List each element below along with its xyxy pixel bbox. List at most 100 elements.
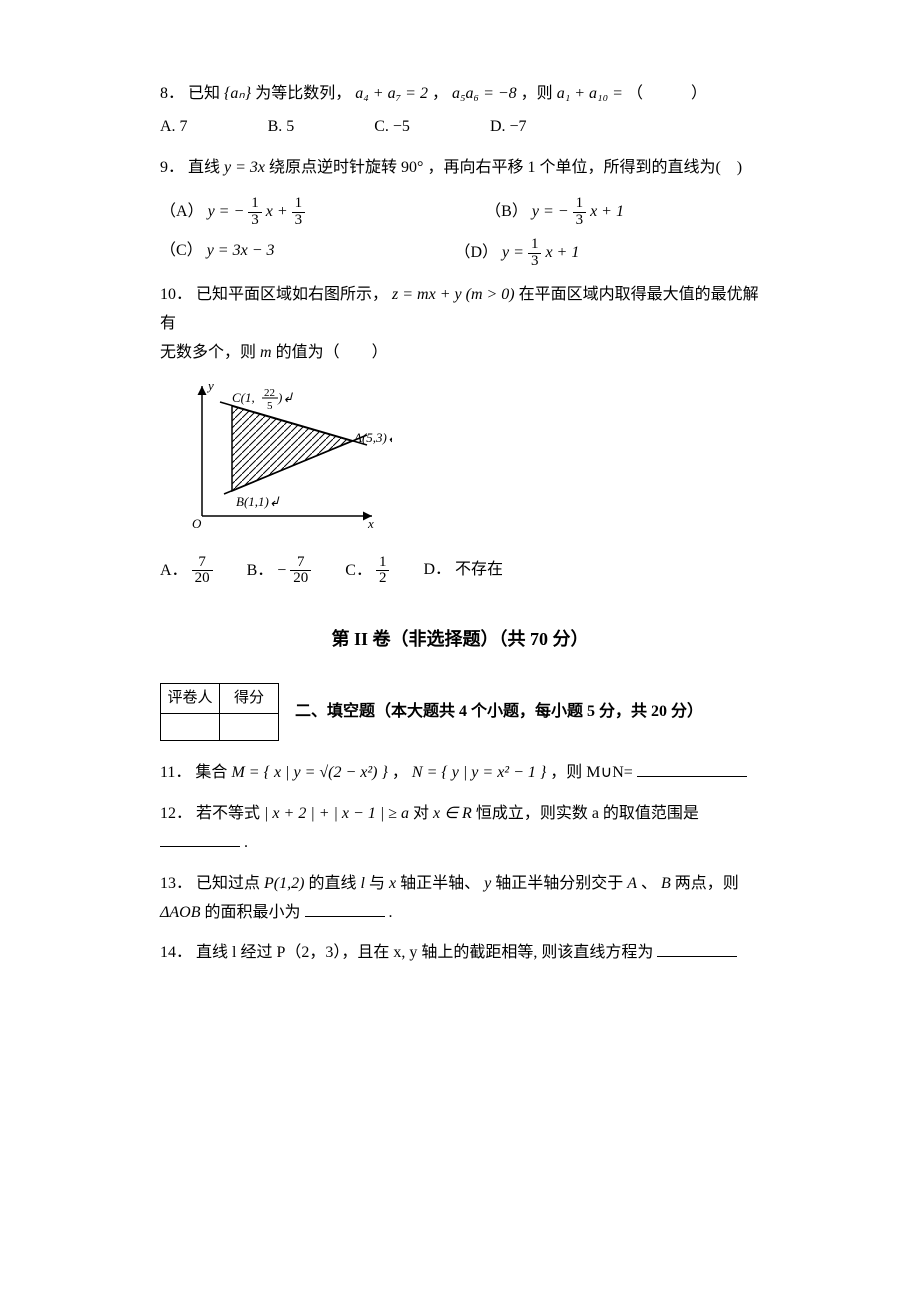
q13-B: B xyxy=(661,875,671,892)
q13-l: l xyxy=(360,875,364,892)
score-h2: 得分 xyxy=(220,684,279,714)
q13-t7: 的面积最小为 xyxy=(205,904,301,921)
q11-number: 11． xyxy=(160,764,191,781)
q10-b-label: B． xyxy=(247,562,274,579)
point-a-label: A(5,3)↲ xyxy=(353,430,392,445)
score-h1: 评卷人 xyxy=(161,684,220,714)
q12-ineq: | x + 2 | + | x − 1 | ≥ a xyxy=(264,805,409,822)
point-c-frac-n: 22 xyxy=(264,387,275,399)
q10-opt-d: D． 不存在 xyxy=(423,556,503,585)
q10-eq: z = mx + y (m > 0) xyxy=(392,286,515,303)
q10-options: A． 720 B． − 720 C． 12 D． 不存在 xyxy=(160,555,760,588)
q9-c-label: （C） xyxy=(160,242,203,259)
q9-t2: 绕原点逆时针旋转 xyxy=(269,159,397,176)
section-2-header: 评卷人 得分 二、填空题（本大题共 4 个小题，每小题 5 分，共 20 分） xyxy=(160,683,760,741)
q9-t1: 直线 xyxy=(188,159,220,176)
q9-d-fn: 1 xyxy=(528,237,542,254)
q10-number: 10． xyxy=(160,286,192,303)
q8-opt-b: B. 5 xyxy=(268,113,295,142)
question-9: 9． 直线 y = 3x 绕原点逆时针旋转 90° ，再向右平移 1 个单位，所… xyxy=(160,154,760,270)
q11-comma: ， xyxy=(392,764,408,781)
q13-number: 13． xyxy=(160,875,192,892)
q9-a-pre: y = − xyxy=(208,203,245,220)
question-13: 13． 已知过点 P(1,2) 的直线 l 与 x 轴正半轴、 y 轴正半轴分别… xyxy=(160,870,760,928)
q9-deg: 90° xyxy=(401,159,423,176)
q10-c-d: 2 xyxy=(376,571,390,587)
q13-t4: 轴正半轴、 xyxy=(400,875,480,892)
q9-c-eq: y = 3x − 3 xyxy=(207,242,275,259)
q12-t1: 若不等式 xyxy=(196,805,260,822)
q14-blank xyxy=(657,940,737,957)
q11-rad: √(2 − x²) xyxy=(319,759,377,788)
q10-c-label: C． xyxy=(345,562,372,579)
q10-b-d: 20 xyxy=(290,571,311,587)
y-axis-label: y xyxy=(206,378,214,393)
q13-A: A xyxy=(627,875,637,892)
question-10: 10． 已知平面区域如右图所示， z = mx + y (m > 0) 在平面区… xyxy=(160,281,760,587)
q9-a-f2n: 1 xyxy=(292,196,306,213)
question-8: 8． 已知 {aₙ} 为等比数列， a₄ + a₇ = 2 ， a₅a₆ = −… xyxy=(160,80,760,142)
q9-eq0: y = 3x xyxy=(224,159,265,176)
q9-b-label: （B） xyxy=(485,203,528,220)
q12-number: 12． xyxy=(160,805,192,822)
q12-cond: x ∈ R xyxy=(433,805,472,822)
q13-blank xyxy=(305,900,385,917)
q12-t3: 恒成立，则实数 a 的取值范围是 xyxy=(476,805,699,822)
q8-text: 已知 xyxy=(188,85,220,102)
q11-blank xyxy=(637,760,747,777)
q9-row2: （C） y = 3x − 3 （D） y = 13 x + 1 xyxy=(160,237,760,270)
q9-row1: （A） y = − 13 x + 13 （B） y = − 13 x + 1 xyxy=(160,196,760,229)
point-c-label-pre: C(1, xyxy=(232,390,255,405)
q9-a-f1d: 3 xyxy=(248,213,262,229)
q10-b-frac: 720 xyxy=(290,555,311,588)
q10-opt-a: A． 720 xyxy=(160,555,213,588)
score-blank2 xyxy=(220,714,279,741)
q9-b-pre: y = − xyxy=(532,203,569,220)
q13-t5: 轴正半轴分别交于 xyxy=(495,875,623,892)
q11-m-post: } xyxy=(378,764,388,781)
q9-b-frac: 13 xyxy=(573,196,587,229)
q14-text: 直线 l 经过 P（2，3），且在 x, y 轴上的截距相等, 则该直线方程为 xyxy=(196,944,653,961)
q8-number: 8． xyxy=(160,85,184,102)
q9-a-f1n: 1 xyxy=(248,196,262,213)
q10-line2: 无数多个，则 m 的值为（ ） xyxy=(160,339,760,368)
question-11: 11． 集合 M = { x | y = √(2 − x²) } ， N = {… xyxy=(160,759,760,788)
fill-section-title: 二、填空题（本大题共 4 个小题，每小题 5 分，共 20 分） xyxy=(295,698,703,727)
question-14: 14． 直线 l 经过 P（2，3），且在 x, y 轴上的截距相等, 则该直线… xyxy=(160,939,760,968)
q9-opt-b: （B） y = − 13 x + 1 xyxy=(485,196,624,229)
q10-m: m xyxy=(260,344,272,361)
q13-tri: ΔAOB xyxy=(160,904,201,921)
q10-d-label: D． xyxy=(423,561,451,578)
q12-tail: . xyxy=(244,834,248,851)
q9-b-fd: 3 xyxy=(573,213,587,229)
q11-m-pre: M = { x | y = xyxy=(231,764,319,781)
origin-label: O xyxy=(192,516,202,531)
q9-d-pre: y = xyxy=(502,244,528,261)
q10-opt-b: B． − 720 xyxy=(247,555,312,588)
q10-t1: 已知平面区域如右图所示， xyxy=(196,286,388,303)
q13-pt: P(1,2) xyxy=(264,875,304,892)
q9-opt-a: （A） y = − 13 x + 13 xyxy=(160,196,305,229)
q10-a-n: 7 xyxy=(192,555,213,572)
q8-text2: 为等比数列， xyxy=(255,85,351,102)
q9-b-fn: 1 xyxy=(573,196,587,213)
q12-blank xyxy=(160,830,240,847)
q13-t3: 与 xyxy=(369,875,385,892)
q9-a-label: （A） xyxy=(160,203,204,220)
q9-opt-d: （D） y = 13 x + 1 xyxy=(454,237,579,270)
q13-y: y xyxy=(484,875,491,892)
q11-N: N = { y | y = x² − 1 } xyxy=(412,764,546,781)
q11-tail: ，则 M∪N= xyxy=(550,764,633,781)
q8-eq2: a₅a₆ = −8 xyxy=(452,85,517,102)
q10-a-label: A． xyxy=(160,562,188,579)
q10-t3: 无数多个，则 xyxy=(160,344,256,361)
question-12: 12． 若不等式 | x + 2 | + | x − 1 | ≥ a 对 x ∈… xyxy=(160,800,760,858)
q9-opt-c: （C） y = 3x − 3 xyxy=(160,237,274,270)
q9-a-mid: x + xyxy=(266,203,292,220)
section-2-title: 第 II 卷（非选择题）（共 70 分） xyxy=(160,623,760,655)
q10-t4: 的值为（ ） xyxy=(276,344,388,361)
q12-t2: 对 xyxy=(413,805,429,822)
q9-d-label: （D） xyxy=(454,244,498,261)
q9-number: 9． xyxy=(160,159,184,176)
q14-number: 14． xyxy=(160,944,192,961)
